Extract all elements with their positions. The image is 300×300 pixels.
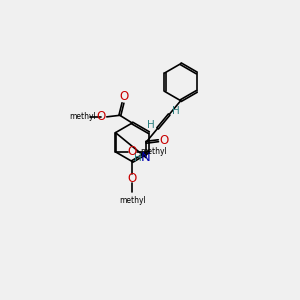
Text: methyl: methyl — [119, 196, 146, 205]
Text: H: H — [134, 153, 142, 163]
Text: methyl: methyl — [141, 147, 167, 156]
Text: O: O — [159, 134, 168, 147]
Text: methyl: methyl — [69, 112, 95, 121]
Text: N: N — [140, 151, 150, 164]
Text: O: O — [128, 146, 137, 158]
Text: O: O — [119, 90, 128, 103]
Text: H: H — [147, 119, 154, 130]
Text: H: H — [172, 106, 180, 116]
Text: O: O — [97, 110, 106, 123]
Text: O: O — [128, 172, 137, 185]
